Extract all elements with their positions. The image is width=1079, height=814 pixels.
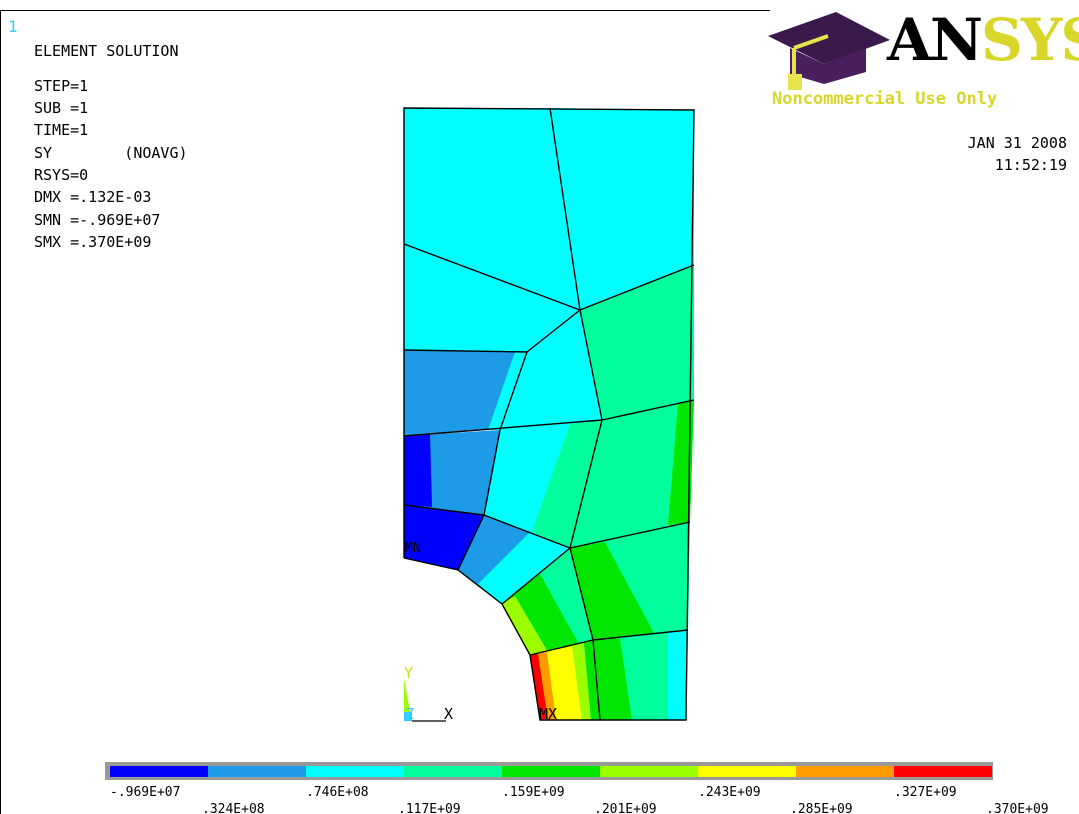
ansys-logo xyxy=(768,12,890,90)
contour-band xyxy=(532,420,602,548)
ansys-logo-text: ANSYS xyxy=(887,6,1079,74)
plot-timestamp: JAN 31 2008 11:52:19 xyxy=(925,132,1067,176)
contour-band xyxy=(570,542,655,640)
noncommercial-notice: Noncommercial Use Only xyxy=(772,89,998,109)
contour-band xyxy=(530,654,548,720)
info-line-sub: SUB =1 xyxy=(34,99,89,117)
coordinate-triad xyxy=(404,678,446,722)
legend-tick-label-top: -.969E+07 xyxy=(110,785,181,800)
legend-swatch xyxy=(208,766,306,777)
legend-tick-label-top: .746E+08 xyxy=(306,785,369,800)
contour-band xyxy=(580,265,694,420)
graduation-cap-icon xyxy=(768,12,890,90)
info-line-step: STEP=1 xyxy=(34,77,89,95)
legend-swatch xyxy=(698,766,796,777)
legend-swatch xyxy=(404,766,502,777)
plot-date: JAN 31 2008 xyxy=(967,134,1067,152)
contour-band xyxy=(570,400,694,548)
legend-tick-label-bottom: .324E+08 xyxy=(202,802,265,814)
legend-tick-label-bottom: .201E+09 xyxy=(594,802,657,814)
legend-tick-label-bottom: .370E+09 xyxy=(986,802,1049,814)
legend-swatch xyxy=(306,766,404,777)
legend-swatch xyxy=(502,766,600,777)
info-line-result: SY (NOAVG) xyxy=(34,144,188,162)
legend-tick-label-top: .243E+09 xyxy=(698,785,761,800)
contour-band xyxy=(502,310,602,430)
window-number: 1 xyxy=(8,17,18,36)
legend-tick-label-top: .327E+09 xyxy=(894,785,957,800)
info-line-rsys: RSYS=0 xyxy=(34,166,89,184)
axis-z-label: Z xyxy=(405,705,415,723)
contour-band xyxy=(404,108,580,310)
contour-band xyxy=(404,350,527,436)
info-title: ELEMENT SOLUTION xyxy=(34,42,179,60)
info-line-smn: SMN =-.969E+07 xyxy=(34,211,161,229)
contour-band xyxy=(404,505,484,570)
info-line-dmx: DMX =.132E-03 xyxy=(34,188,152,206)
contour-band xyxy=(502,596,548,655)
contour-fills xyxy=(404,108,694,720)
frame-top-border xyxy=(0,10,770,11)
legend-swatch xyxy=(894,766,992,777)
frame-left-border xyxy=(0,10,1,814)
info-line-smx: SMX =.370E+09 xyxy=(34,233,152,251)
contour-band xyxy=(404,434,432,507)
max-marker: MX xyxy=(539,705,558,723)
contour-band xyxy=(478,532,570,604)
legend-tick-label-bottom: .117E+09 xyxy=(398,802,461,814)
contour-band xyxy=(593,638,632,720)
axis-y-label: Y xyxy=(404,664,414,682)
legend-swatch xyxy=(600,766,698,777)
legend-tick-label-top: .159E+09 xyxy=(502,785,565,800)
element-edges xyxy=(403,107,695,721)
contour-band xyxy=(404,244,580,352)
legend-swatches xyxy=(110,766,992,777)
axis-x-label: X xyxy=(444,705,454,723)
min-marker: MN xyxy=(405,541,421,556)
contour-legend xyxy=(105,762,993,780)
contour-band xyxy=(668,400,694,525)
plot-time: 11:52:19 xyxy=(994,156,1067,174)
contour-band xyxy=(488,352,527,430)
info-line-time: TIME=1 xyxy=(34,121,89,139)
legend-tick-label-bottom: .285E+09 xyxy=(790,802,853,814)
legend-swatch xyxy=(796,766,894,777)
contour-band xyxy=(668,630,688,720)
contour-band xyxy=(550,108,694,310)
legend-swatch xyxy=(110,766,208,777)
